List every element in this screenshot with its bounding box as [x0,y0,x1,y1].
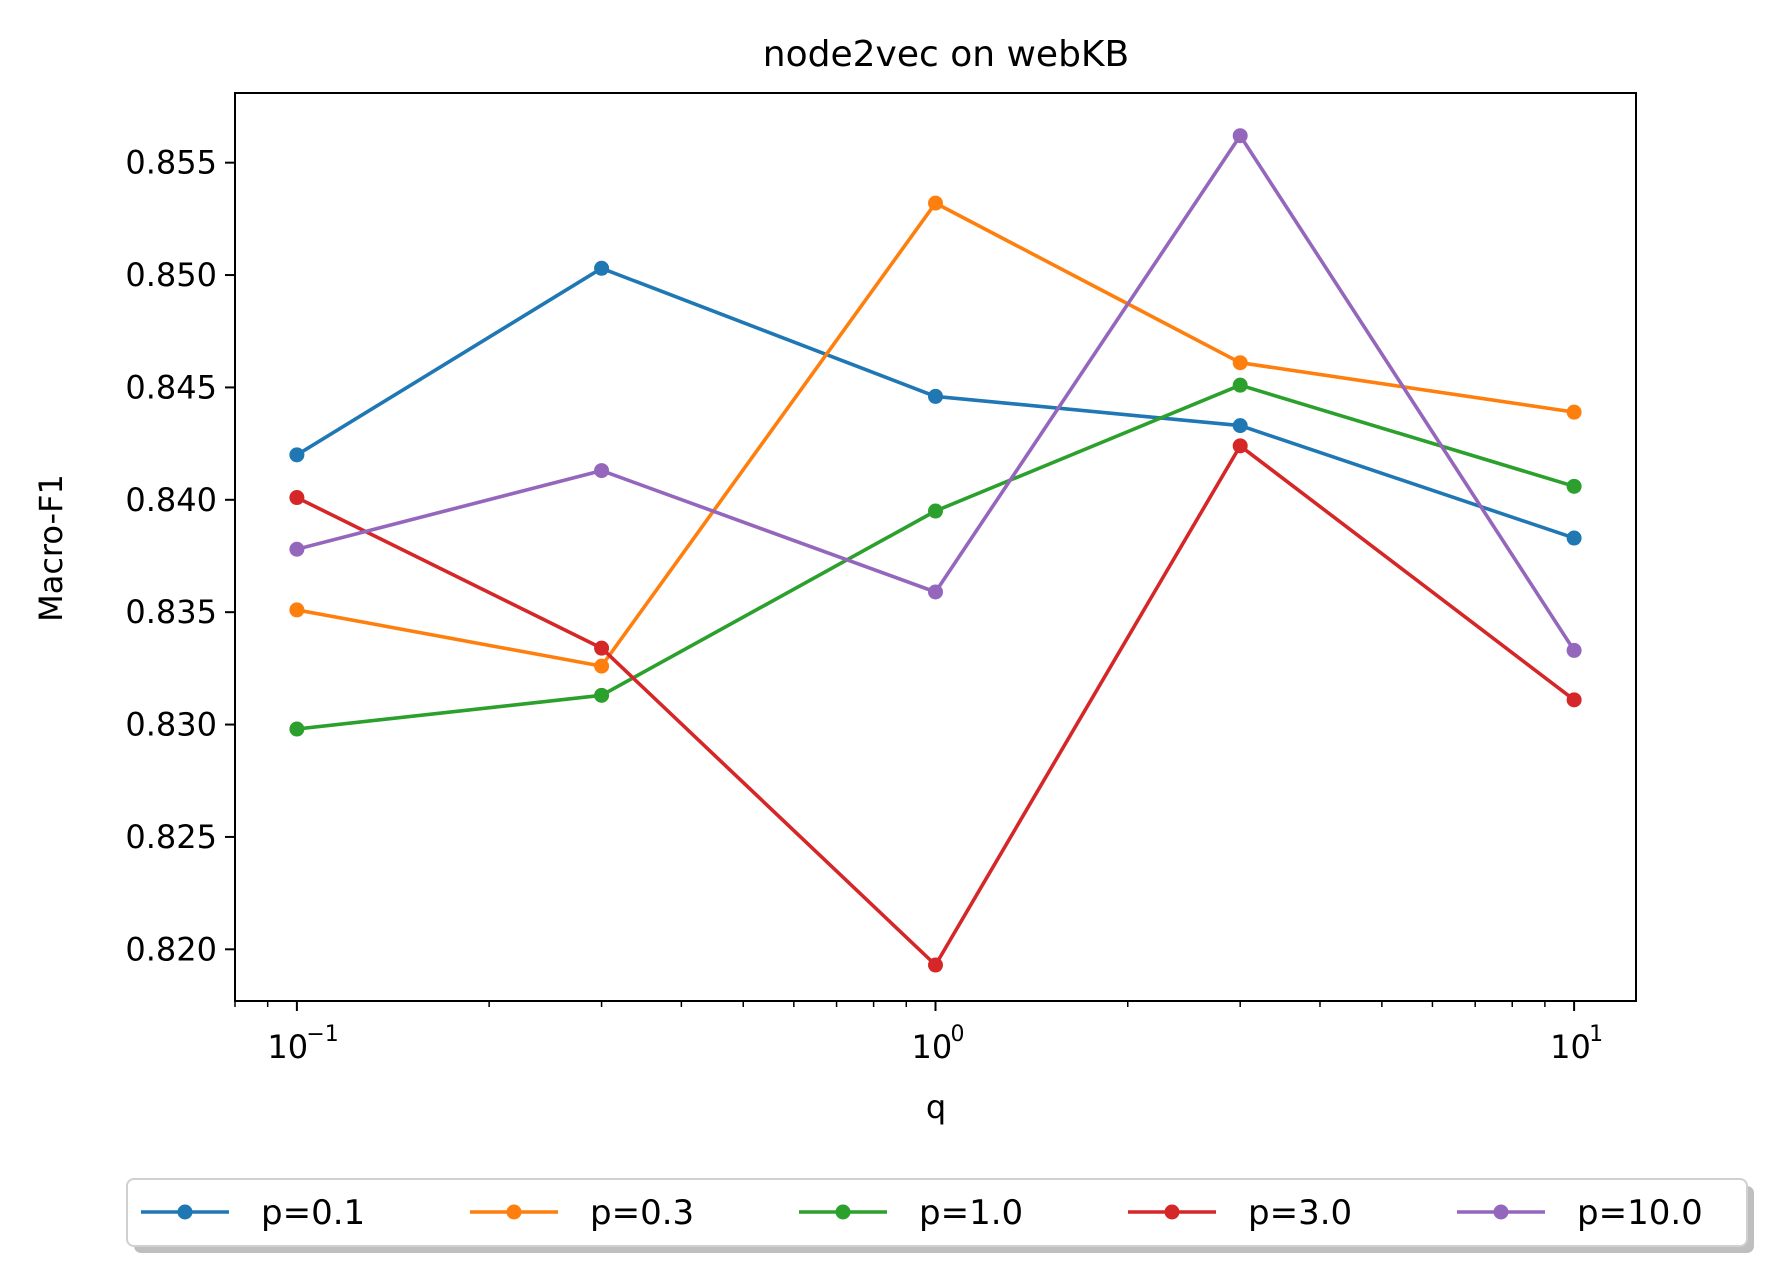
series-layer [289,128,1582,973]
data-point [594,687,610,703]
legend-marker [506,1204,522,1220]
y-tick-label: 0.835 [125,593,217,631]
series-line-p=1.0 [294,383,1577,731]
data-point [1232,377,1248,393]
legend: p=0.1 p=0.3 p=1.0 p=3.0 p=10.0 [126,1178,1754,1253]
y-tick-label: 0.850 [125,256,217,294]
data-point [928,957,943,973]
y-tick-label: 0.840 [125,481,217,519]
y-axis-ticks: 0.820 0.825 0.830 0.835 0.840 0.845 0.850 0.855 [125,144,235,968]
data-point [289,602,305,618]
data-point [1232,418,1248,434]
y-tick-label: 0.825 [125,818,217,856]
x-tick-label: 10 [912,1028,953,1066]
data-point [289,721,305,737]
data-point [1566,404,1582,420]
y-tick-label: 0.855 [125,144,217,182]
legend-label: p=3.0 [1248,1193,1352,1233]
data-point [1566,692,1582,708]
data-point [289,541,305,557]
legend-box [126,1178,1748,1247]
data-point [1232,355,1248,371]
data-point [594,658,610,674]
data-point [928,195,943,211]
legend-items: p=0.1 p=0.3 p=1.0 p=3.0 p=10.0 [141,1193,1703,1233]
legend-marker [1493,1204,1509,1220]
data-point [289,490,305,506]
x-axis-label: q [926,1088,946,1126]
y-tick-label: 0.830 [125,706,217,744]
data-point [594,463,610,479]
data-point [928,503,943,519]
data-point [928,584,943,600]
data-point [289,447,305,463]
data-point [594,640,610,656]
legend-marker [177,1204,193,1220]
data-point [1566,530,1582,546]
legend-label: p=10.0 [1577,1193,1703,1233]
legend-marker [835,1204,851,1220]
y-tick-label: 0.845 [125,368,217,406]
legend-label: p=1.0 [919,1193,1023,1233]
x-tick-exponent: 0 [951,1022,965,1047]
plot-area-frame [234,92,1637,1002]
x-tick-label: 10 [1550,1028,1591,1066]
chart-title: node2vec on webKB [763,34,1129,75]
x-axis-ticks: 10−1 100 101 [234,1001,1603,1066]
y-axis-label: Macro-F1 [32,474,70,622]
data-point [1566,642,1582,658]
data-point [1232,438,1248,454]
legend-label: p=0.1 [261,1193,365,1233]
series-line-p=3.0 [294,444,1577,967]
x-tick-label: 10 [267,1028,308,1066]
legend-marker [1164,1204,1180,1220]
data-point [594,260,610,276]
legend-label: p=0.3 [590,1193,694,1233]
x-tick-exponent: 1 [1589,1022,1603,1047]
data-point [1232,128,1248,144]
data-point [1566,478,1582,494]
y-tick-label: 0.820 [125,930,217,968]
x-tick-exponent: −1 [306,1022,338,1047]
data-point [928,388,943,404]
